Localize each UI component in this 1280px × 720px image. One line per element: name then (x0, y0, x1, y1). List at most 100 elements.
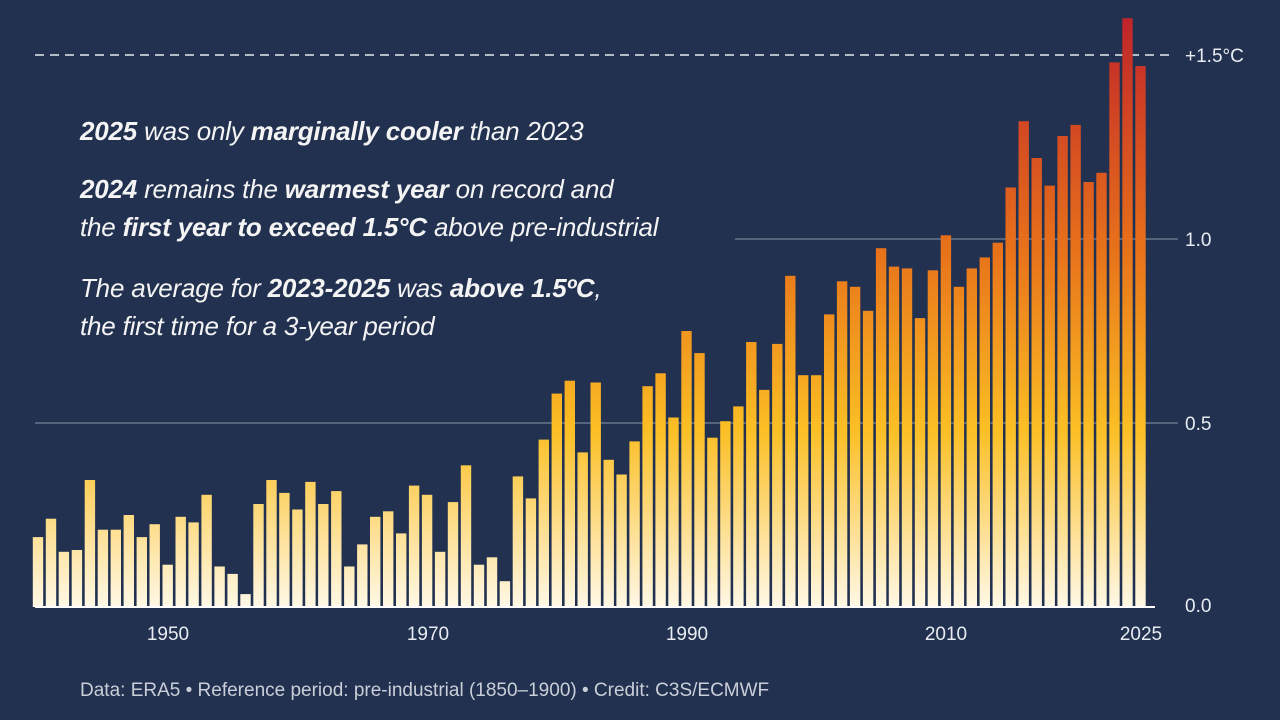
bar-2009 (927, 270, 939, 607)
bar-2002 (836, 281, 848, 607)
annotation-emphasis: warmest year (284, 174, 449, 204)
bar-2000 (811, 375, 822, 607)
bar-1963 (331, 491, 342, 607)
bar-2012 (966, 268, 977, 607)
x-tick-label: 1950 (147, 624, 189, 645)
annotation-text: than 2023 (462, 116, 584, 146)
bar-1997 (772, 343, 783, 607)
bar-1993 (720, 421, 731, 607)
annotation-text: The average for (80, 273, 268, 303)
bar-2005 (875, 248, 887, 607)
bar-1990 (681, 331, 692, 607)
bar-1980 (551, 393, 562, 607)
bar-1951 (175, 516, 186, 607)
bar-1966 (370, 516, 381, 607)
bar-1943 (71, 550, 83, 607)
annotation-text: on record and (448, 174, 614, 204)
annotation-2024: 2024 remains the warmest year on record … (80, 170, 659, 246)
bar-1998 (785, 275, 796, 607)
threshold-label: +1.5°C (1185, 46, 1244, 67)
bar-1967 (383, 511, 394, 607)
bar-1976 (499, 581, 511, 607)
y-tick-label: 0.0 (1185, 596, 1211, 617)
bar-1947 (123, 515, 134, 607)
bar-1972 (447, 502, 459, 607)
bar-1952 (188, 522, 199, 607)
bar-1958 (266, 480, 277, 607)
bar-2021 (1083, 182, 1094, 607)
bar-2006 (888, 266, 900, 607)
bar-1953 (201, 494, 212, 607)
bar-1984 (603, 459, 614, 607)
bar-2016 (1018, 121, 1029, 607)
bar-1978 (525, 498, 537, 607)
bar-1969 (408, 485, 420, 607)
bar-1957 (253, 504, 264, 607)
annotation-3yr-average: The average for 2023-2025 was above 1.5º… (80, 269, 602, 345)
bar-1948 (136, 537, 147, 607)
annotation-2025: 2025 was only marginally cooler than 202… (80, 112, 584, 150)
bar-1941 (45, 518, 57, 607)
bar-2015 (1005, 187, 1016, 607)
bar-1946 (110, 529, 121, 607)
bar-1982 (577, 452, 588, 607)
bar-1988 (655, 373, 666, 607)
bar-1983 (590, 382, 601, 607)
bar-1950 (162, 564, 173, 607)
bar-1973 (460, 465, 472, 607)
bar-1989 (668, 417, 679, 607)
bar-1944 (84, 480, 96, 607)
bar-1956 (240, 594, 251, 607)
bar-1965 (357, 544, 368, 607)
bar-1985 (616, 474, 627, 607)
x-tick-label: 2025 (1120, 624, 1162, 645)
bar-2023 (1109, 62, 1120, 607)
bar-2011 (953, 286, 965, 607)
bar-2020 (1070, 124, 1081, 608)
bar-1979 (538, 439, 549, 607)
bar-1974 (473, 564, 485, 607)
bar-2022 (1096, 172, 1107, 608)
annotation-emphasis: 2024 (80, 174, 138, 204)
bar-1970 (421, 494, 433, 607)
bar-1945 (97, 529, 109, 607)
bar-2018 (1044, 185, 1055, 607)
bar-1986 (629, 441, 640, 607)
bar-2017 (1031, 158, 1042, 607)
bar-1991 (694, 353, 705, 607)
bar-1981 (564, 380, 575, 607)
bar-2007 (901, 268, 913, 607)
bar-1992 (707, 437, 718, 607)
bars (32, 18, 1146, 608)
annotation-emphasis: 2025 (80, 116, 138, 146)
annotation-text: , (594, 273, 602, 303)
bar-2001 (824, 314, 835, 607)
bar-1995 (746, 342, 757, 607)
bar-1987 (642, 386, 653, 607)
bar-2024 (1122, 18, 1133, 607)
bar-1961 (305, 481, 316, 607)
bar-1994 (733, 406, 744, 607)
bar-2003 (849, 286, 861, 607)
annotation-text: was only (137, 116, 251, 146)
annotation-text: the (80, 212, 123, 242)
bar-1942 (58, 551, 70, 607)
x-tick-label: 1970 (407, 624, 449, 645)
y-tick-label: 0.5 (1185, 414, 1211, 435)
bar-2014 (992, 242, 1003, 607)
bar-1955 (227, 573, 238, 607)
bar-1964 (344, 566, 355, 607)
bar-1949 (149, 524, 160, 607)
bar-1962 (318, 504, 329, 607)
bar-1959 (279, 492, 290, 607)
bar-1940 (32, 537, 44, 607)
annotation-emphasis: first year to exceed 1.5°C (122, 212, 428, 242)
bar-1977 (512, 476, 524, 607)
annotation-emphasis: above 1.5ºC (449, 273, 595, 303)
bar-1960 (292, 509, 303, 607)
x-tick-label: 1990 (666, 624, 708, 645)
annotation-text: the first time for a 3-year period (80, 311, 435, 341)
annotation-text: above pre-industrial (426, 212, 659, 242)
bar-2010 (940, 235, 952, 608)
